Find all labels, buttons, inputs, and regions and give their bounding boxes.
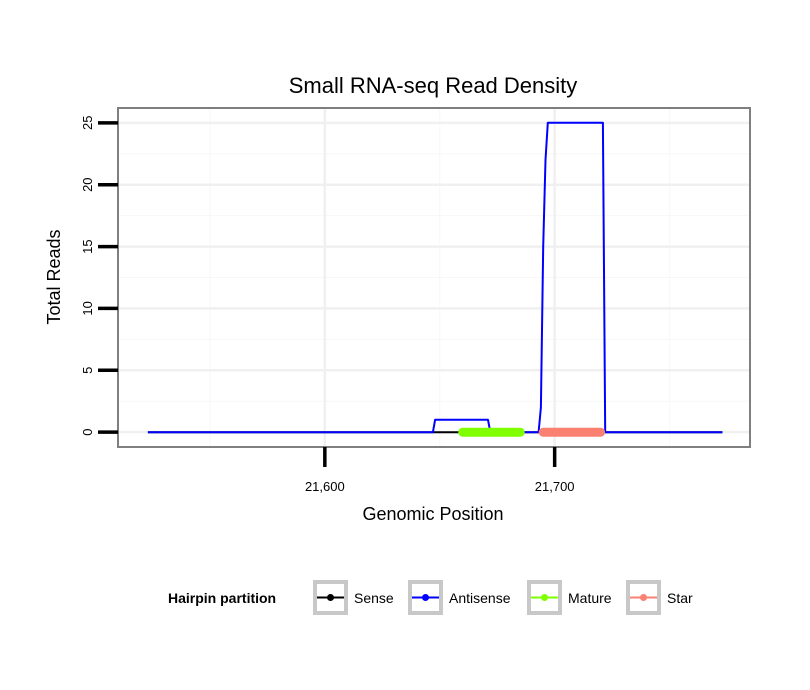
y-tick-label: 10	[80, 301, 95, 315]
legend-key-dot	[541, 594, 548, 601]
y-axis: 0 5 10 15 20 25	[80, 116, 118, 436]
legend-label-star: Star	[667, 590, 693, 606]
x-axis: 21,600 21,700	[305, 447, 575, 494]
y-axis-label: Total Reads	[44, 229, 64, 324]
x-tick-label: 21,700	[535, 479, 575, 494]
chart-title: Small RNA-seq Read Density	[289, 73, 578, 98]
series-layer	[147, 121, 723, 437]
legend-key-dot	[327, 594, 334, 601]
legend-key-dot	[640, 594, 647, 601]
series-antisense	[147, 121, 723, 434]
y-tick-label: 15	[80, 239, 95, 253]
x-axis-label: Genomic Position	[362, 504, 503, 524]
legend: Hairpin partition Sense Antisense Mature St…	[168, 580, 693, 615]
legend-label-antisense: Antisense	[449, 590, 511, 606]
y-tick-label: 0	[80, 429, 95, 436]
plot-border	[117, 107, 751, 448]
y-tick-label: 25	[80, 116, 95, 130]
legend-label-sense: Sense	[354, 590, 394, 606]
y-tick-label: 20	[80, 177, 95, 191]
x-tick-label: 21,600	[305, 479, 345, 494]
legend-label-mature: Mature	[568, 590, 612, 606]
legend-title: Hairpin partition	[168, 590, 276, 606]
y-tick-label: 5	[80, 367, 95, 374]
legend-key-dot	[422, 594, 429, 601]
